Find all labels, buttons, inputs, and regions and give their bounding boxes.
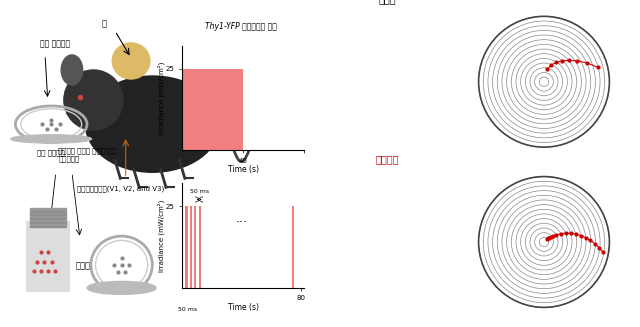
- Text: 50 µm: 50 µm: [420, 306, 438, 311]
- Circle shape: [369, 206, 392, 233]
- Title: 대조군: 대조군: [378, 0, 396, 4]
- Text: 대조군: 대조군: [75, 262, 90, 270]
- Ellipse shape: [64, 70, 123, 130]
- Ellipse shape: [61, 55, 83, 85]
- Text: ...: ...: [236, 212, 248, 225]
- Bar: [195, 206, 196, 288]
- X-axis label: Time (s): Time (s): [228, 165, 259, 174]
- Bar: [186, 206, 188, 288]
- X-axis label: Time (s): Time (s): [228, 303, 259, 312]
- Text: 뇌: 뇌: [102, 19, 107, 28]
- Bar: [190, 206, 192, 288]
- Ellipse shape: [87, 282, 156, 294]
- Bar: [28, 223, 68, 290]
- Bar: [292, 206, 294, 288]
- Text: 배양 플라스크: 배양 플라스크: [37, 149, 65, 156]
- Ellipse shape: [85, 76, 220, 172]
- Text: 50 ms: 50 ms: [179, 307, 198, 312]
- Text: 광조사군: 광조사군: [29, 262, 50, 270]
- Ellipse shape: [112, 43, 150, 79]
- Bar: [31, 208, 66, 227]
- Text: 50 µm: 50 µm: [420, 146, 438, 150]
- Text: 삼차신경절세포(V1, V2, and V3): 삼차신경절세포(V1, V2, and V3): [77, 185, 164, 192]
- Circle shape: [363, 113, 373, 125]
- Bar: [182, 69, 243, 150]
- Bar: [27, 222, 69, 291]
- Circle shape: [378, 105, 384, 112]
- Ellipse shape: [11, 135, 92, 143]
- Text: Thy1-YFP 유전자변형 모델: Thy1-YFP 유전자변형 모델: [205, 22, 277, 31]
- Text: 50 ms: 50 ms: [190, 189, 209, 194]
- Text: 플라스크 지면에 부착된 삼자
신경절세포: 플라스크 지면에 부착된 삼자 신경절세포: [58, 147, 116, 162]
- Y-axis label: Irradiance (mW/cm²): Irradiance (mW/cm²): [157, 62, 164, 134]
- Bar: [198, 206, 201, 288]
- Title: 광조사군: 광조사군: [376, 155, 399, 164]
- Y-axis label: Irradiance (mW/cm²): Irradiance (mW/cm²): [157, 199, 164, 272]
- Text: 입자 세포패양: 입자 세포패양: [40, 39, 70, 48]
